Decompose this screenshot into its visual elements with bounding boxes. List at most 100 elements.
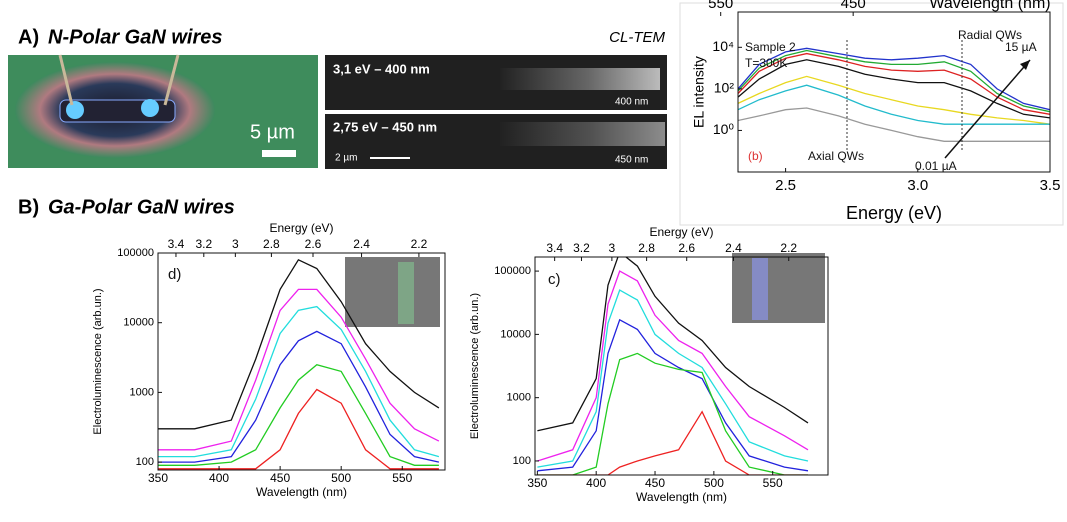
sem-inset — [345, 257, 440, 327]
tem-wire — [500, 122, 665, 146]
sem-wire — [398, 262, 414, 324]
y-tick-label: 10000 — [123, 317, 154, 329]
y-tick-label: 10⁴ — [712, 38, 734, 54]
x2-tick-label: 3.2 — [195, 237, 212, 251]
tem-bar-label: 2 µm — [335, 153, 357, 164]
x2-tick-label: 3.4 — [546, 241, 563, 255]
x2-tick-label: 2.8 — [263, 237, 280, 251]
spectrum-line — [158, 388, 439, 470]
spectrum-line — [537, 352, 808, 475]
x-tick-label: 500 — [704, 476, 724, 490]
annotation: c) — [548, 271, 561, 288]
panel-title: N-Polar GaN wires — [48, 26, 223, 48]
panel-frame — [679, 2, 1064, 226]
spectrum-line — [158, 305, 440, 458]
y-axis-label: EL intensity — [691, 56, 707, 128]
photo-probe — [58, 54, 180, 106]
x2-tick-label: 3.2 — [573, 241, 590, 255]
x2-tick-label: 550 — [708, 0, 733, 12]
x2-tick-label: 2.2 — [780, 241, 797, 255]
panel-title: Ga-Polar GaN wires — [48, 196, 235, 218]
x2-tick-label: 2.4 — [725, 241, 742, 255]
spectrum-line — [537, 270, 809, 462]
x-tick-label: 3.5 — [1040, 177, 1061, 194]
spectrum-line — [738, 49, 1050, 113]
x2-tick-label: 2.8 — [638, 241, 655, 255]
panel-letter: A) — [18, 26, 39, 48]
arrow-head — [1020, 60, 1030, 70]
x-axis-label: Wavelength (nm) — [636, 490, 727, 504]
plot-frame — [534, 256, 829, 476]
spectrum-line — [738, 107, 1050, 142]
spectrum-line — [738, 75, 1050, 125]
x2-tick-label: 2.6 — [305, 237, 322, 251]
x-tick-label: 400 — [209, 471, 229, 485]
plot-frame — [737, 11, 1051, 173]
y-tick-label: 100000 — [117, 247, 154, 259]
annotation: (b) — [748, 149, 763, 163]
x-tick-label: 350 — [527, 476, 547, 490]
x2-tick-label: 450 — [841, 0, 866, 12]
x-tick-label: 500 — [331, 471, 351, 485]
y-tick-label: 1000 — [507, 392, 531, 404]
x-tick-label: 450 — [645, 476, 665, 490]
x2-axis-label: Energy (eV) — [649, 225, 713, 239]
x-tick-label: 2.5 — [775, 177, 796, 194]
spectrum-line — [738, 59, 1050, 119]
spectrum-line — [738, 47, 1050, 111]
annotation: 15 µA — [1005, 40, 1037, 54]
x2-tick-label: 2.2 — [411, 237, 428, 251]
x-axis-label: Wavelength (nm) — [256, 485, 347, 499]
x2-tick-label: 3.4 — [168, 237, 185, 251]
photo-spot — [66, 101, 84, 119]
y-tick-label: 100000 — [494, 265, 531, 277]
x-tick-label: 3.0 — [907, 177, 928, 194]
y-tick-label: 100 — [513, 455, 531, 467]
x-tick-label: 450 — [270, 471, 290, 485]
annotation: d) — [168, 266, 181, 283]
y-tick-label: 10⁰ — [713, 121, 735, 137]
x2-axis-label: Energy (eV) — [269, 221, 333, 235]
annotation: Radial QWs — [958, 28, 1022, 42]
annotation: 0.01 µA — [915, 159, 957, 173]
sem-inset — [732, 253, 825, 323]
y-tick-label: 10000 — [500, 328, 531, 340]
x-tick-label: 350 — [148, 471, 168, 485]
annotation: Sample 2 — [745, 40, 796, 54]
spectrum-line — [738, 84, 1050, 125]
tem-scale: 450 nm — [615, 155, 648, 166]
spectrum-line — [158, 363, 439, 466]
spectrum-line — [537, 318, 809, 472]
x2-tick-label: 2.4 — [353, 237, 370, 251]
x2-tick-label: 2.6 — [678, 241, 695, 255]
y-axis-label: Electroluminescence (arb.un.) — [469, 293, 481, 439]
annotation: T=300K — [745, 56, 787, 70]
scale-bar — [262, 150, 296, 157]
x-tick-label: 550 — [763, 476, 783, 490]
plot-frame — [157, 252, 446, 471]
x-tick-label: 550 — [392, 471, 412, 485]
spectrum-line — [537, 289, 809, 468]
panel-letter: B) — [18, 196, 39, 218]
arrow — [944, 59, 1031, 159]
tem-scale: 400 nm — [615, 97, 648, 108]
tem-label: 3,1 eV – 400 nm — [333, 61, 430, 76]
sem-wire — [752, 258, 768, 320]
scale-label: 5 µm — [250, 121, 295, 143]
x-axis-label: Energy (eV) — [846, 203, 942, 223]
y-tick-label: 1000 — [130, 386, 154, 398]
tem-wire — [500, 68, 660, 90]
spectrum-line — [158, 258, 440, 430]
spectrum-line — [537, 410, 808, 475]
spectrum-line — [158, 288, 440, 451]
y-axis-label: Electroluminescence (arb.un.) — [92, 288, 104, 434]
x-tick-label: 400 — [586, 476, 606, 490]
spectrum-line — [158, 330, 440, 463]
x2-tick-label: 3 — [232, 237, 239, 251]
x2-tick-label: 3 — [609, 241, 616, 255]
y-tick-label: 100 — [136, 456, 154, 468]
photo-spot — [141, 99, 159, 117]
spectrum-line — [537, 257, 809, 432]
